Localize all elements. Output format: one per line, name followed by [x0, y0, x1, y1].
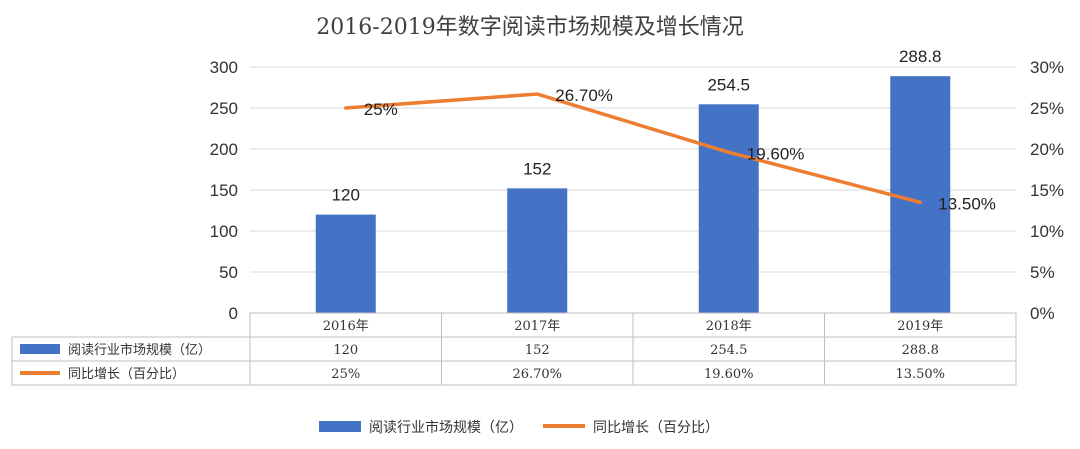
bar	[507, 188, 568, 313]
table-cell-bar-value: 254.5	[710, 343, 747, 358]
bar-value-label: 152	[523, 159, 551, 178]
left-tick-label: 0	[229, 304, 238, 323]
table-cell-line-value: 13.50%	[895, 367, 945, 382]
left-tick-label: 150	[210, 181, 238, 200]
left-axis: 0 50 100 150 200 250 300	[210, 58, 238, 323]
table-cell-bar-value: 152	[525, 343, 550, 358]
legend: 阅读行业市场规模（亿） 同比增长（百分比）	[319, 419, 719, 436]
right-tick-label: 5%	[1030, 263, 1055, 282]
right-tick-label: 15%	[1030, 181, 1064, 200]
growth-line	[344, 92, 922, 205]
category-label: 2018年	[706, 319, 752, 334]
left-tick-label: 200	[210, 140, 238, 159]
category-label: 2017年	[514, 319, 560, 334]
data-labels: 120 152 254.5 288.8 25% 26.70% 19.60% 13.50%	[332, 47, 996, 213]
line-value-label: 19.60%	[747, 144, 805, 163]
data-table: 2016年 120 25% 2017年 152 26.70% 2018年 254.5 19.60…	[11, 312, 1017, 386]
gridlines	[250, 66, 1016, 273]
right-tick-label: 25%	[1030, 99, 1064, 118]
right-tick-label: 10%	[1030, 222, 1064, 241]
left-tick-label: 100	[210, 222, 238, 241]
right-tick-label: 20%	[1030, 140, 1064, 159]
line-series	[344, 92, 922, 205]
chart-title: 2016-2019年数字阅读市场规模及增长情况	[316, 15, 743, 40]
bar-value-label: 254.5	[707, 75, 750, 94]
legend-label: 阅读行业市场规模（亿）	[369, 419, 523, 436]
table-cell-bar-value: 120	[333, 343, 358, 358]
legend-bar-key	[319, 421, 361, 432]
table-bar-key	[20, 344, 60, 354]
table-cell-bar-value: 288.8	[902, 343, 939, 358]
line-value-label: 25%	[364, 100, 398, 119]
right-tick-label: 0%	[1030, 304, 1055, 323]
table-cell-line-value: 26.70%	[512, 367, 562, 382]
legend-label: 同比增长（百分比）	[593, 420, 719, 436]
bar-value-label: 120	[332, 186, 360, 205]
table-cell-line-value: 19.60%	[704, 367, 754, 382]
bar	[698, 104, 759, 313]
category-label: 2019年	[897, 319, 943, 334]
table-cell-line-value: 25%	[331, 367, 360, 382]
left-tick-label: 50	[219, 263, 238, 282]
bar	[315, 214, 376, 313]
right-axis: 0% 5% 10% 15% 20% 25% 30%	[1030, 58, 1064, 323]
bar-series	[315, 76, 951, 314]
category-label: 2016年	[323, 319, 369, 334]
table-row-label: 阅读行业市场规模（亿）	[68, 342, 211, 358]
right-tick-label: 30%	[1030, 58, 1064, 77]
left-tick-label: 300	[210, 58, 238, 77]
bar	[890, 76, 951, 314]
left-tick-label: 250	[210, 99, 238, 118]
table-row-label: 同比增长（百分比）	[68, 367, 185, 382]
line-value-label: 26.70%	[555, 86, 613, 105]
bar-value-label: 288.8	[899, 47, 942, 66]
line-value-label: 13.50%	[938, 194, 996, 213]
